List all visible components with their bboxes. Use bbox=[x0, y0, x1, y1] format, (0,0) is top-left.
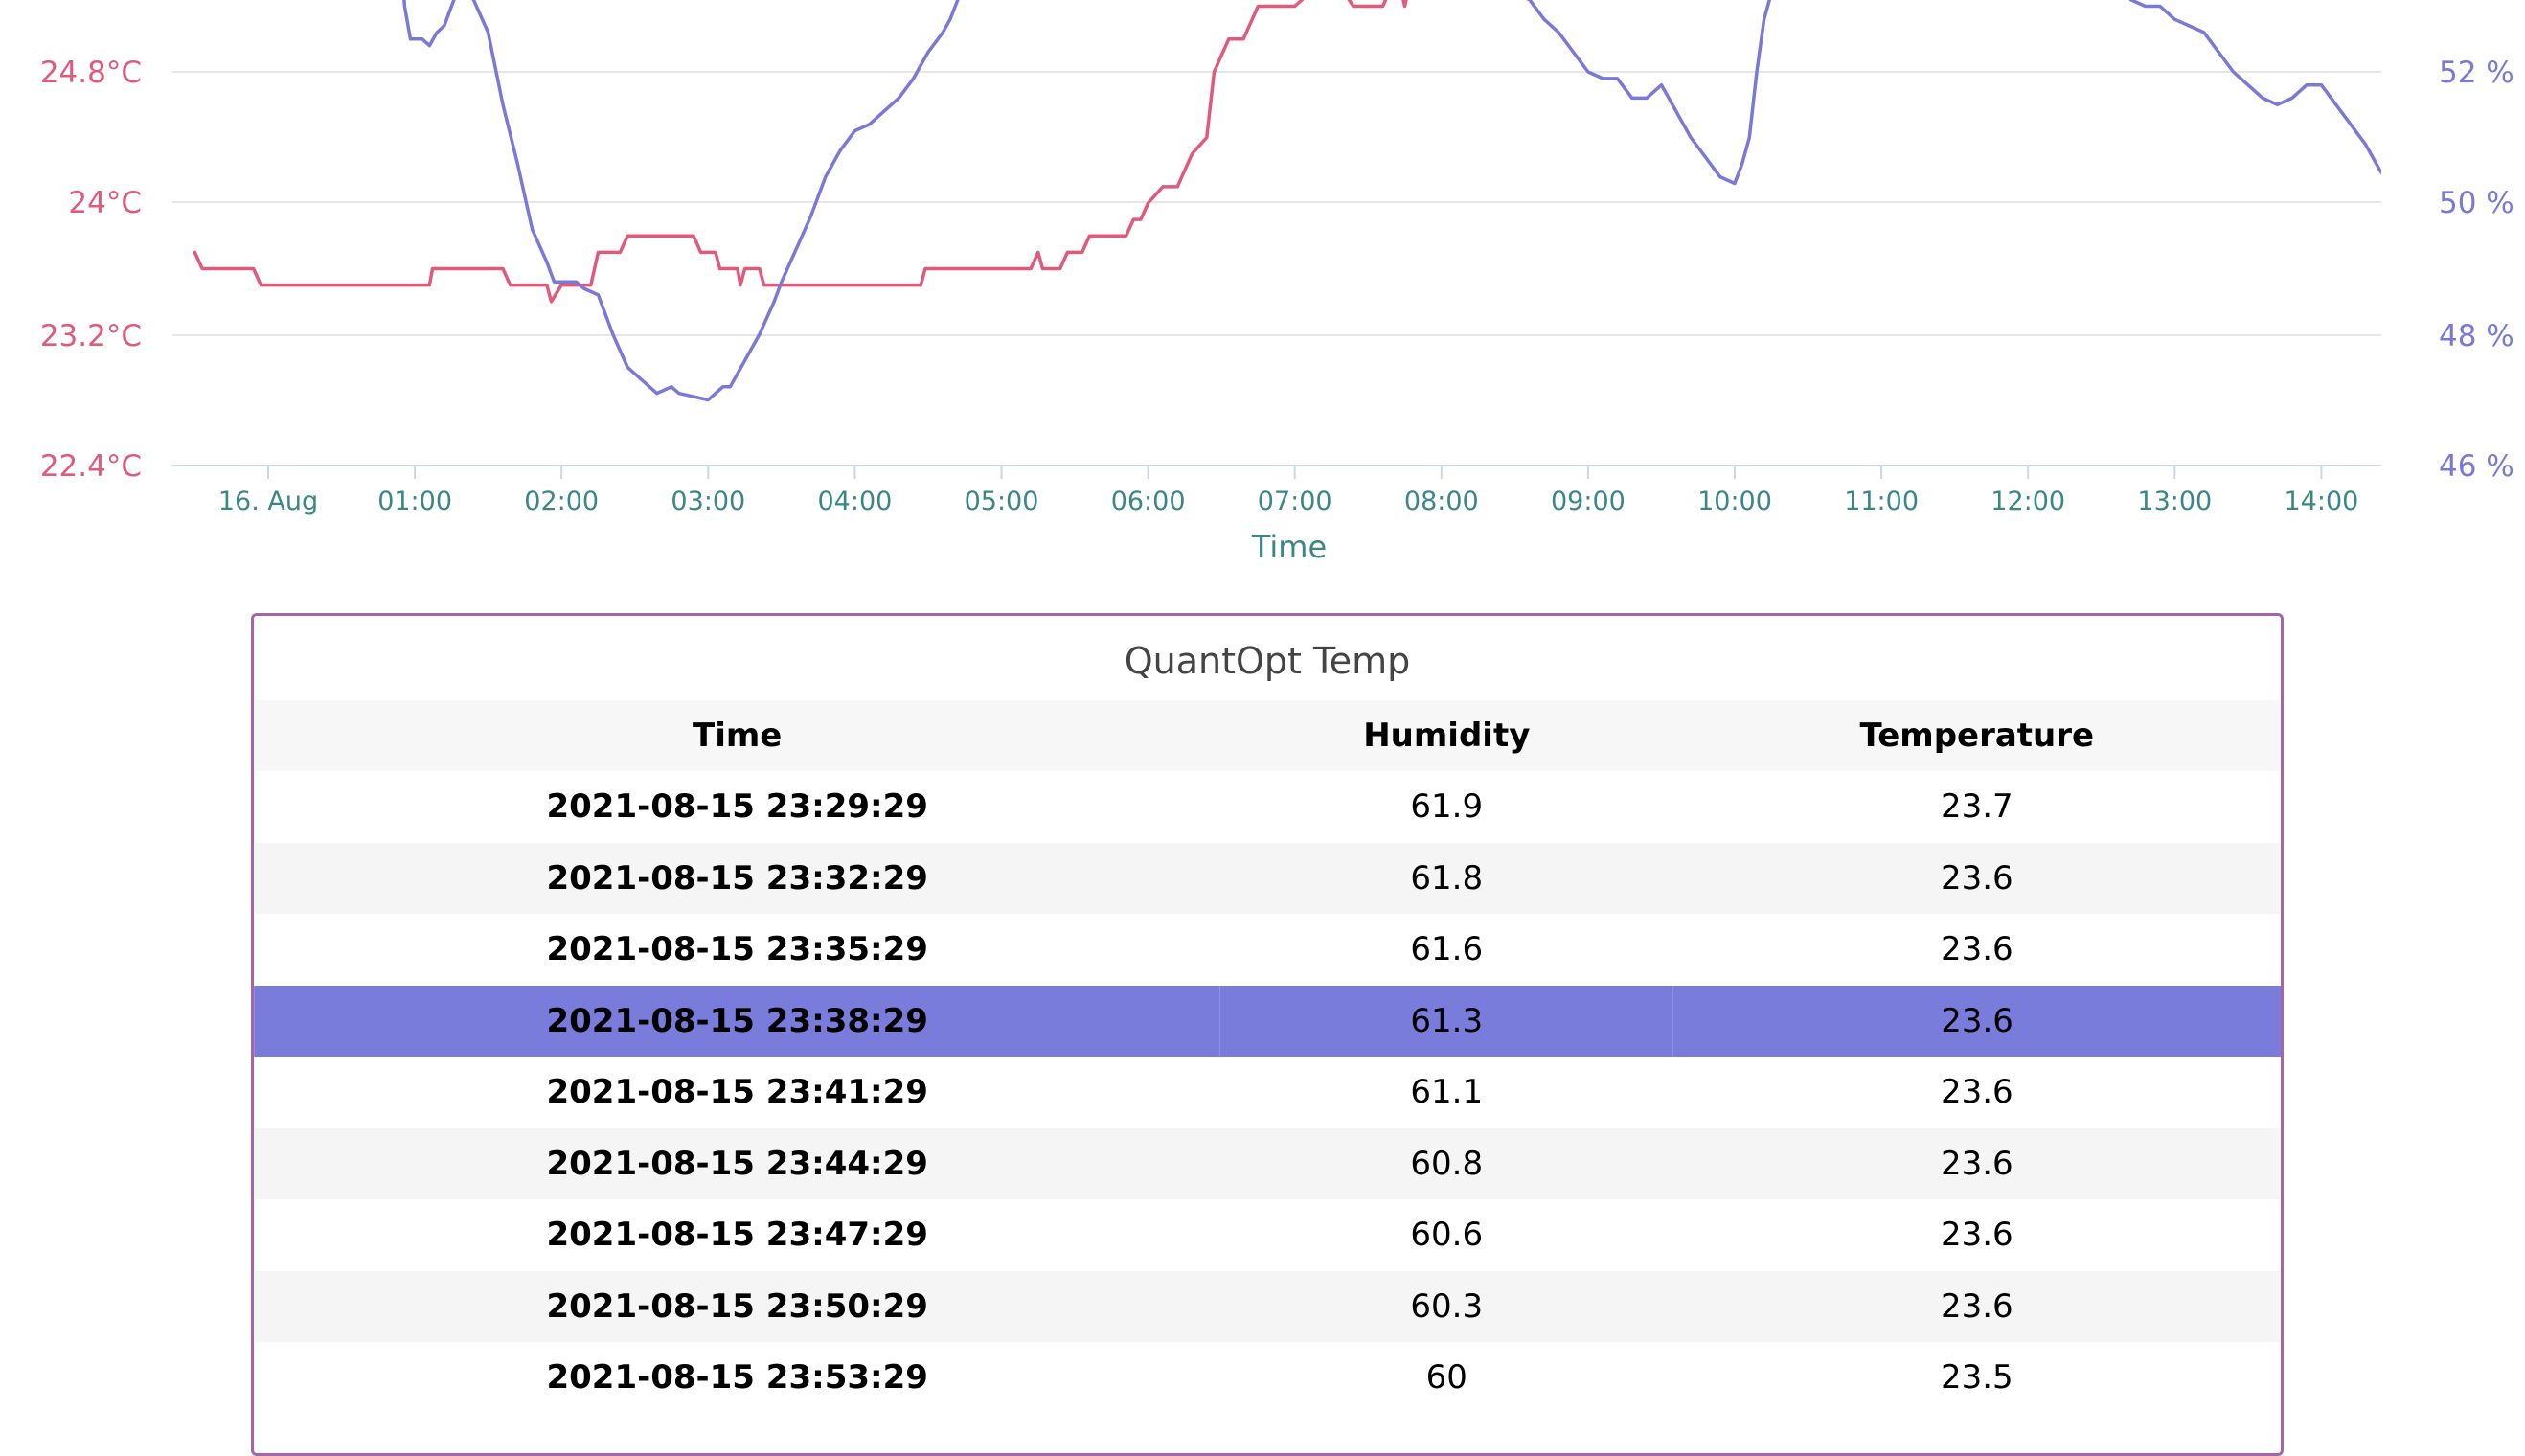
column-header-humidity[interactable]: Humidity bbox=[1219, 700, 1673, 771]
time-tick-label: 01:00 bbox=[377, 487, 452, 516]
cell-humidity: 60 bbox=[1219, 1342, 1673, 1414]
time-tick-label: 10:00 bbox=[1697, 487, 1772, 516]
temperature-tick-label: 24.8°C bbox=[40, 56, 142, 90]
table-row[interactable]: 2021-08-15 23:44:29 60.8 23.6 bbox=[254, 1127, 2281, 1199]
table-row[interactable]: 2021-08-15 23:50:29 60.3 23.6 bbox=[254, 1270, 2281, 1342]
temperature-tick-label: 22.4°C bbox=[40, 449, 142, 484]
time-axis: 16. Aug 01:00 02:00 03:00 04:00 05:00 06:00 07:… bbox=[218, 466, 2358, 516]
readings-table: Time Humidity Temperature 2021-08-15 23:… bbox=[254, 700, 2281, 1414]
chart-svg: 24.8°C24°C23.2°C22.4°C 52 %50 %48 %46 % … bbox=[40, 0, 2514, 565]
cell-temperature: 23.6 bbox=[1672, 1057, 2281, 1128]
cell-humidity: 60.6 bbox=[1219, 1199, 1673, 1271]
column-header-temperature[interactable]: Temperature bbox=[1672, 700, 2281, 771]
humidity-axis: 52 % 50 % 48 % 46 % bbox=[2439, 56, 2514, 484]
cell-temperature: 23.6 bbox=[1672, 985, 2281, 1057]
cell-temperature: 23.6 bbox=[1672, 914, 2281, 986]
temperature-tick-label: 23.2°C bbox=[40, 319, 142, 353]
time-tick-label: 05:00 bbox=[965, 487, 1039, 516]
cell-time: 2021-08-15 23:38:29 bbox=[254, 985, 1220, 1057]
time-tick-label: 04:00 bbox=[817, 487, 892, 516]
time-tick-label: 08:00 bbox=[1404, 487, 1479, 516]
time-tick-label: 07:00 bbox=[1258, 487, 1332, 516]
table-row[interactable]: 2021-08-15 23:53:29 60 23.5 bbox=[254, 1342, 2281, 1414]
time-tick-label: 12:00 bbox=[1990, 487, 2065, 516]
cell-humidity: 61.6 bbox=[1219, 914, 1673, 986]
table-row[interactable]: 2021-08-15 23:35:29 61.6 23.6 bbox=[254, 914, 2281, 986]
series-layer bbox=[193, 0, 2381, 402]
time-tick-label: 02:00 bbox=[524, 487, 599, 516]
humidity-series-line bbox=[402, 0, 2381, 402]
table-row[interactable]: 2021-08-15 23:41:29 61.1 23.6 bbox=[254, 1057, 2281, 1128]
humidity-tick-label: 50 % bbox=[2439, 186, 2514, 220]
cell-time: 2021-08-15 23:53:29 bbox=[254, 1342, 1220, 1414]
cell-humidity: 60.8 bbox=[1219, 1127, 1673, 1199]
cell-humidity: 61.8 bbox=[1219, 842, 1673, 914]
table-header-row: Time Humidity Temperature bbox=[254, 700, 2281, 771]
time-tick-label: 06:00 bbox=[1111, 487, 1186, 516]
cell-time: 2021-08-15 23:32:29 bbox=[254, 842, 1220, 914]
cell-temperature: 23.6 bbox=[1672, 1199, 2281, 1271]
cell-humidity: 60.3 bbox=[1219, 1270, 1673, 1342]
cell-temperature: 23.7 bbox=[1672, 771, 2281, 843]
time-tick-label: 14:00 bbox=[2284, 487, 2358, 516]
time-tick-label: 09:00 bbox=[1551, 487, 1626, 516]
x-axis-title: Time bbox=[1251, 529, 1327, 565]
readings-table-panel: QuantOpt Temp Time Humidity Temperature … bbox=[251, 613, 2284, 1456]
cell-time: 2021-08-15 23:50:29 bbox=[254, 1270, 1220, 1342]
cell-temperature: 23.6 bbox=[1672, 842, 2281, 914]
humidity-tick-label: 48 % bbox=[2439, 319, 2514, 353]
temperature-axis: 24.8°C 24°C 23.2°C 22.4°C bbox=[40, 56, 142, 484]
cell-humidity: 61.3 bbox=[1219, 985, 1673, 1057]
time-tick-label: 16. Aug bbox=[218, 487, 318, 516]
temperature-series-line bbox=[193, 0, 1408, 304]
humidity-tick-label: 46 % bbox=[2439, 449, 2514, 484]
table-row[interactable]: 2021-08-15 23:32:29 61.8 23.6 bbox=[254, 842, 2281, 914]
temperature-tick-label: 24°C bbox=[68, 186, 142, 220]
time-tick-label: 13:00 bbox=[2137, 487, 2212, 516]
cell-temperature: 23.6 bbox=[1672, 1270, 2281, 1342]
cell-humidity: 61.1 bbox=[1219, 1057, 1673, 1128]
cell-time: 2021-08-15 23:47:29 bbox=[254, 1199, 1220, 1271]
table-title: QuantOpt Temp bbox=[1124, 640, 1411, 682]
time-tick-label: 03:00 bbox=[671, 487, 745, 516]
cell-time: 2021-08-15 23:29:29 bbox=[254, 771, 1220, 843]
cell-time: 2021-08-15 23:41:29 bbox=[254, 1057, 1220, 1128]
column-header-time[interactable]: Time bbox=[254, 700, 1220, 771]
table-row[interactable]: 2021-08-15 23:38:29 61.3 23.6 bbox=[254, 985, 2281, 1057]
cell-temperature: 23.5 bbox=[1672, 1342, 2281, 1414]
time-tick-label: 11:00 bbox=[1844, 487, 1919, 516]
table-row[interactable]: 2021-08-15 23:29:29 61.9 23.7 bbox=[254, 771, 2281, 843]
cell-temperature: 23.6 bbox=[1672, 1127, 2281, 1199]
humidity-tick-label: 52 % bbox=[2439, 56, 2514, 90]
time-series-chart: 24.8°C 24°C 23.2°C 22.4°C 52 % 50 % 48 % 46 % … bbox=[0, 0, 2525, 575]
cell-humidity: 61.9 bbox=[1219, 771, 1673, 843]
cell-time: 2021-08-15 23:44:29 bbox=[254, 1127, 1220, 1199]
cell-time: 2021-08-15 23:35:29 bbox=[254, 914, 1220, 986]
grid-lines bbox=[172, 71, 2381, 466]
table-row[interactable]: 2021-08-15 23:47:29 60.6 23.6 bbox=[254, 1199, 2281, 1271]
